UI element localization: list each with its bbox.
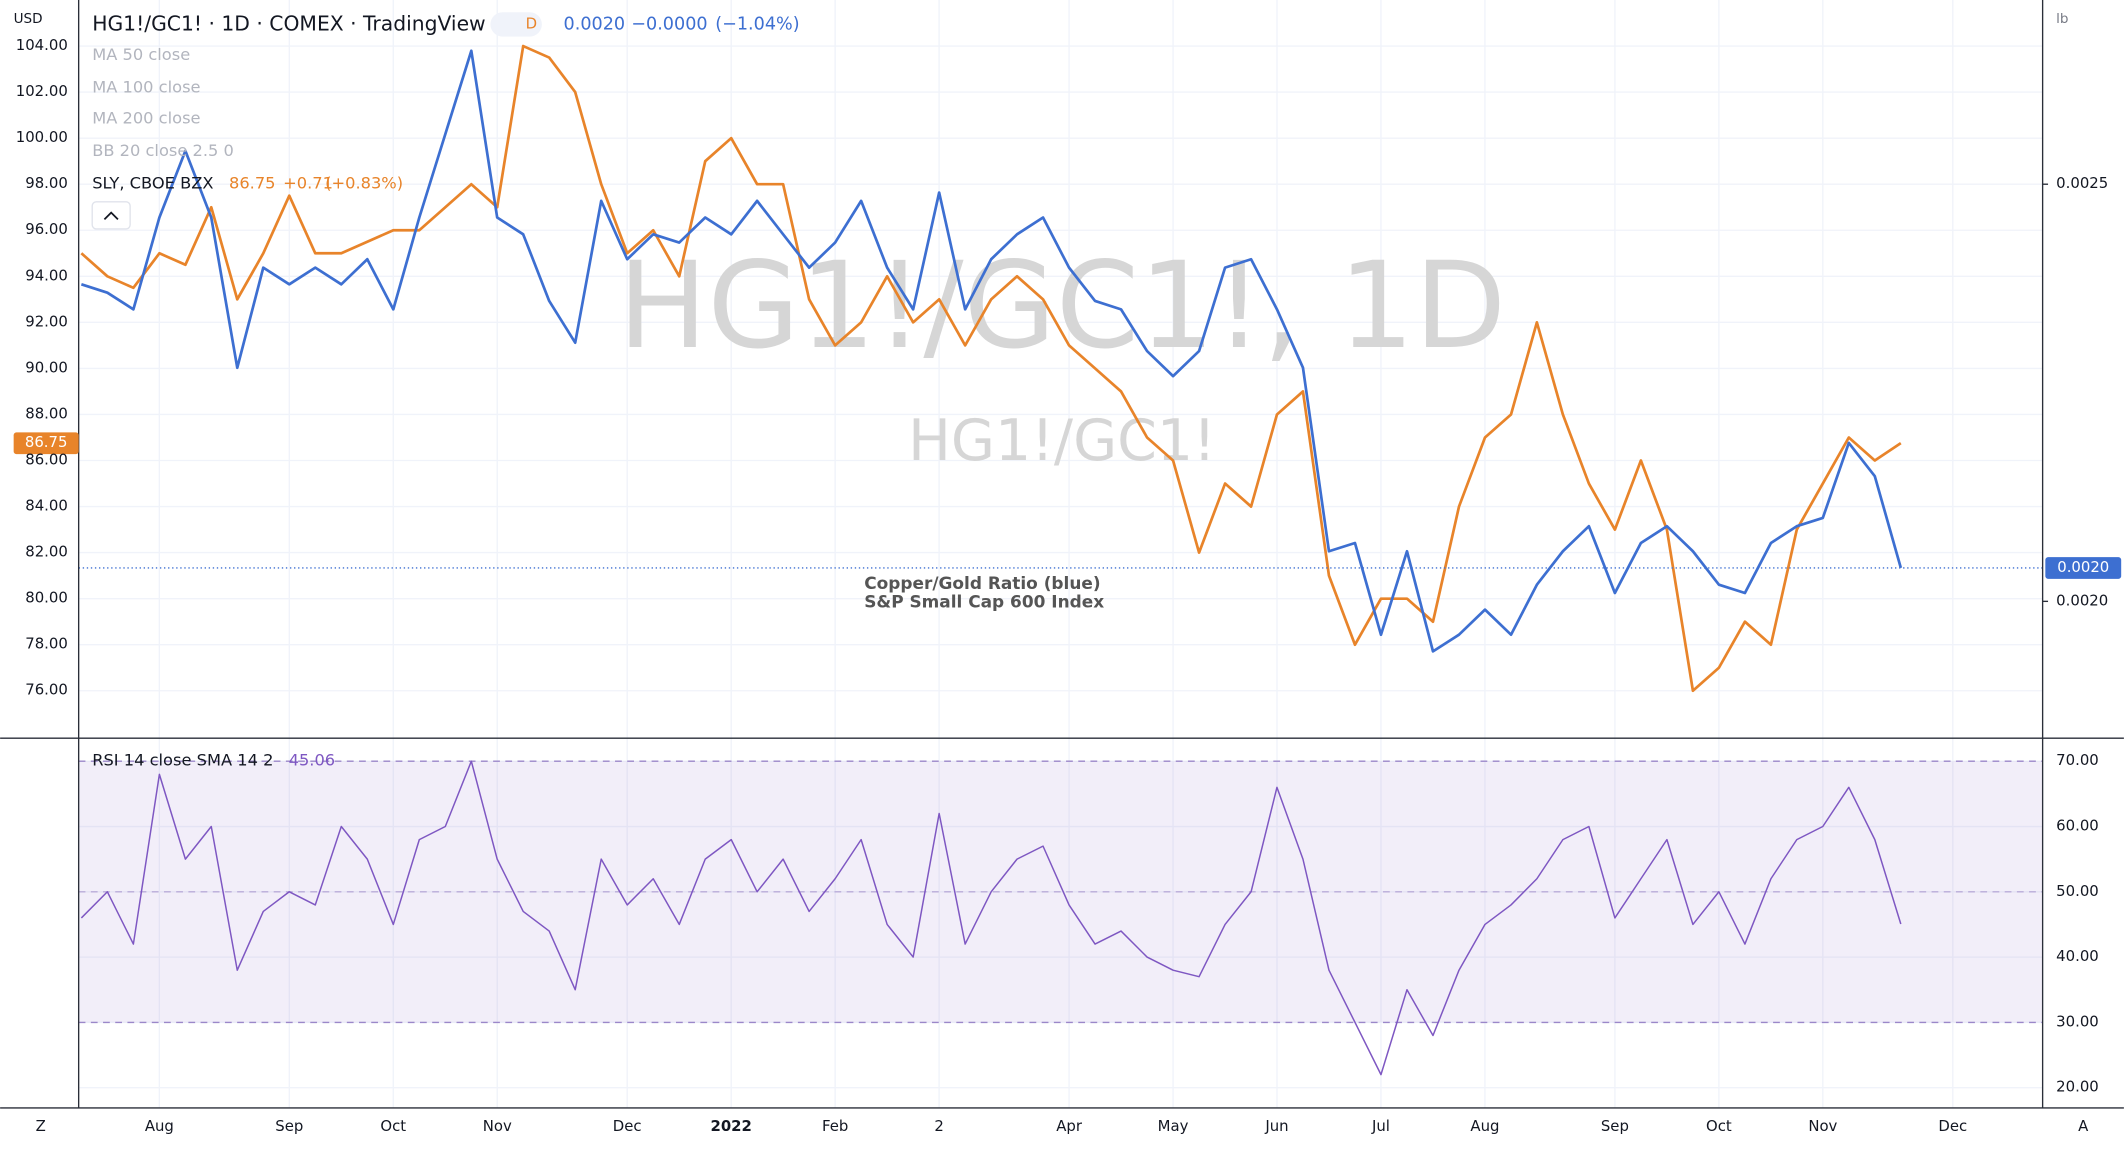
change: −0.0000 <box>631 14 707 34</box>
interval: D <box>526 14 537 32</box>
y-tick-label: 88.00 <box>25 404 68 422</box>
watermark: HG1!/GC1!, 1D <box>618 237 1506 376</box>
series-line <box>80 44 1902 693</box>
x-tick-label: Aug <box>1470 1117 1499 1135</box>
unit: lb <box>2056 11 2068 27</box>
x-tick-label: Dec <box>1938 1117 1967 1135</box>
price-tag-label: 86.75 <box>25 433 68 451</box>
change-pct: (−1.04%) <box>715 14 799 34</box>
y-tick-label: 90.00 <box>25 358 68 376</box>
price-tags: 86.75 0.0020 <box>13 432 2122 579</box>
auto-button[interactable]: A <box>2078 1117 2089 1135</box>
y-tick-label: 102.00 <box>16 82 68 100</box>
y-tick-label: 70.00 <box>2056 751 2099 769</box>
indicator[interactable]: MA 100 close <box>92 78 200 97</box>
watermark-sub: HG1!/GC1! <box>908 408 1216 474</box>
y-tick-label: 86.00 <box>25 450 68 468</box>
indicator[interactable]: MA 50 close <box>92 45 190 64</box>
zoom-button[interactable]: Z <box>36 1117 46 1135</box>
price: 0.0020 <box>564 14 626 34</box>
indicator[interactable]: BB 20 close 2.5 0 <box>92 141 234 160</box>
y-tick-label: 20.00 <box>2056 1078 2099 1096</box>
x-tick-label: Sep <box>275 1117 303 1135</box>
y-tick-label: 50.00 <box>2056 882 2099 900</box>
currency[interactable]: USD <box>14 11 43 27</box>
collapse-icon <box>103 211 119 221</box>
price-tag <box>2045 557 2122 579</box>
x-tick-label: Oct <box>1706 1117 1732 1135</box>
y-tick-label: 104.00 <box>16 36 68 54</box>
x-tick-label: Aug <box>145 1117 174 1135</box>
compare-change: +0.71 <box>283 174 333 193</box>
y-tick-label: 60.00 <box>2056 817 2099 835</box>
y-tick-label: 78.00 <box>25 635 68 653</box>
compare-value: 86.75 <box>229 174 276 193</box>
price-tag-label: 0.0020 <box>2057 558 2109 576</box>
x-tick-label: 2022 <box>710 1117 751 1135</box>
symbol-title: HG1!/GC1! · 1D · COMEX · TradingView <box>92 11 485 35</box>
y-tick-label: 84.00 <box>25 497 68 515</box>
annotation: Copper/Gold Ratio (blue) <box>864 573 1100 593</box>
x-tick-label: Dec <box>613 1117 642 1135</box>
status-pill <box>490 12 542 37</box>
series-line <box>80 760 1902 1076</box>
y-tick-label: 98.00 <box>25 174 68 192</box>
price-tag <box>13 432 79 455</box>
x-tick-label: Jun <box>1264 1117 1288 1135</box>
x-tick-label: Apr <box>1056 1117 1083 1135</box>
x-tick-label: Nov <box>483 1117 512 1135</box>
y-tick-label: 76.00 <box>25 681 68 699</box>
y-tick-label: 94.00 <box>25 266 68 284</box>
rsi-title: RSI 14 close SMA 14 2 <box>92 751 273 770</box>
y2-tick-label: 0.0020 <box>2056 591 2108 609</box>
x-tick-label: Feb <box>822 1117 848 1135</box>
x-tick-label: Jul <box>1371 1117 1390 1135</box>
x-tick-label: 2 <box>934 1117 943 1135</box>
x-tick-label: May <box>1158 1117 1189 1135</box>
y-tick-label: 30.00 <box>2056 1012 2099 1030</box>
y-tick-label: 80.00 <box>25 589 68 607</box>
rsi-value: 45.06 <box>289 751 336 770</box>
compare-name: SLY, CBOE BZX <box>92 174 213 193</box>
x-tick-label: Nov <box>1808 1117 1837 1135</box>
series-line <box>80 49 1903 653</box>
y-tick-label: 40.00 <box>2056 947 2099 965</box>
x-tick-label: Sep <box>1601 1117 1629 1135</box>
x-tick-label: Oct <box>380 1117 406 1135</box>
annotation: S&P Small Cap 600 Index <box>864 592 1104 612</box>
compare-change-pct: (+0.83%) <box>325 174 403 193</box>
collapse-button[interactable] <box>91 201 131 230</box>
plot <box>78 44 2043 1076</box>
y-tick-label: 92.00 <box>25 312 68 330</box>
y-tick-label: 82.00 <box>25 543 68 561</box>
y-tick-label: 96.00 <box>25 220 68 238</box>
y-tick-label: 100.00 <box>16 128 68 146</box>
y2-tick-label: 0.0025 <box>2056 174 2108 192</box>
indicator[interactable]: MA 200 close <box>92 109 200 128</box>
